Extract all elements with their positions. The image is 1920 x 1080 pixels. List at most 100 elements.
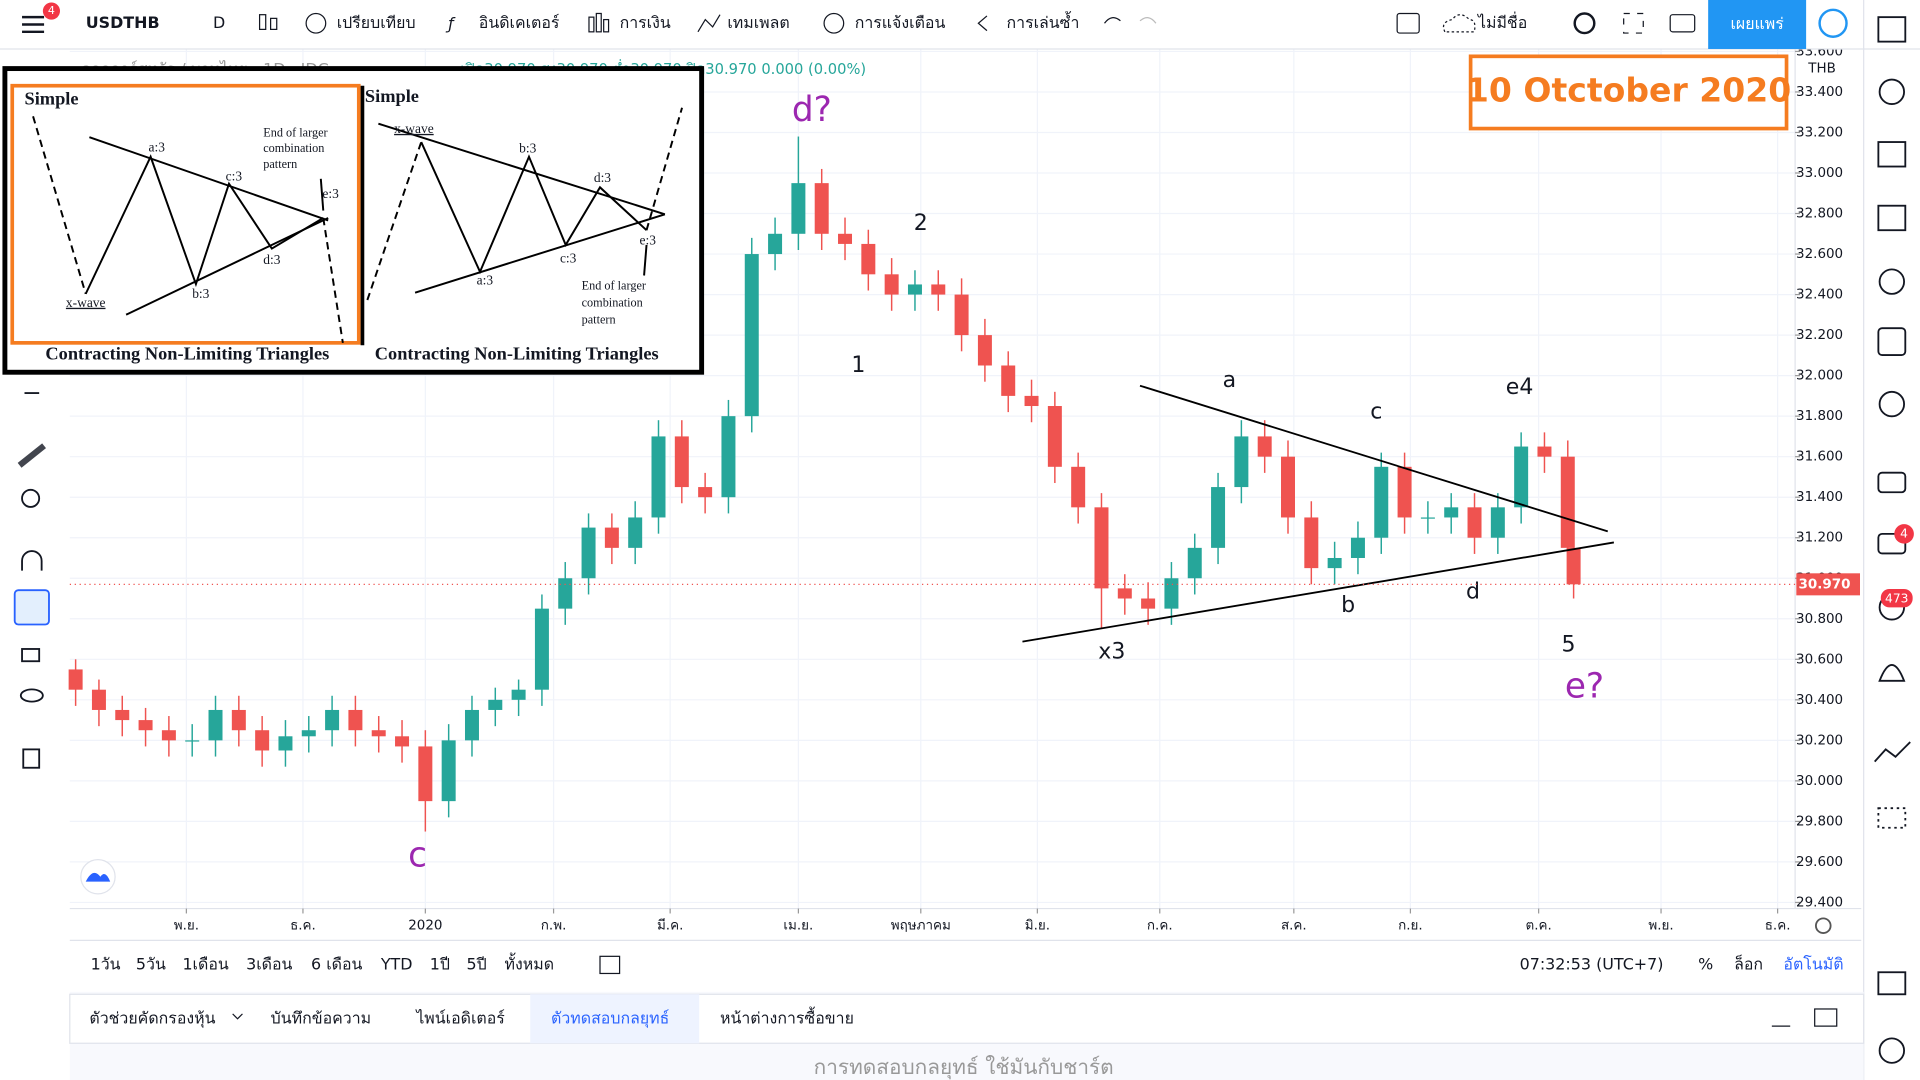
candle-body [651,436,666,518]
badge-count: 4 [48,4,55,17]
candle-body [371,730,386,737]
financials-icon[interactable] [588,12,610,33]
candle-body [534,608,549,690]
alerts[interactable] [1878,78,1905,106]
toolbar-button[interactable]: การแจ้งเตือน [855,13,946,32]
timeframe[interactable]: 6 เดือน [311,954,362,973]
toolbar-button[interactable]: การเงิน [620,13,671,32]
x-tick-label: ก.ค. [1147,919,1173,934]
draw-mode[interactable] [13,589,50,626]
tab[interactable]: ไพน์เอดิเตอร์ [414,1008,505,1027]
publish-button[interactable] [1708,0,1807,49]
timeframe[interactable]: 1ปี [430,954,450,973]
lock[interactable] [21,648,41,663]
object-tree[interactable] [1877,807,1907,829]
clock: 07:32:53 (UTC+7) [1520,954,1664,973]
chart-type-icon[interactable] [258,14,278,30]
notifications[interactable] [1878,664,1906,682]
inset-note: End of larger [582,278,646,292]
layout-icon[interactable] [1396,12,1420,34]
ideas[interactable] [1878,268,1905,295]
maximize[interactable] [1814,1008,1838,1027]
inset-label: b:3 [192,286,209,301]
chats[interactable] [1877,532,1907,555]
magnet[interactable] [21,550,43,571]
settings[interactable] [1573,12,1596,35]
candle-body [1024,395,1039,407]
candle-body [744,254,759,417]
chat[interactable] [1877,471,1907,494]
calendar[interactable] [1877,204,1907,232]
candle-body [1327,557,1342,569]
events[interactable] [1877,327,1907,357]
wave-label: x3 [1098,640,1125,665]
tab[interactable]: ตัวทดสอบกลยุทธ์ [551,1008,669,1028]
watchlist[interactable] [1877,16,1907,43]
dom[interactable] [1874,741,1911,763]
scale-option[interactable]: ล็อก [1734,953,1763,973]
candle-body [1187,547,1202,579]
cloud-icon[interactable] [1442,14,1476,33]
candle-body [674,436,689,488]
visibility[interactable] [19,688,44,703]
candle-body [1560,456,1575,548]
y-tick-label: 30.200 [1796,733,1843,748]
toolbar-button[interactable]: เปรียบเทียบ [337,13,416,32]
interval[interactable]: D [213,13,225,32]
scale-option[interactable]: อัตโนมัติ [1783,954,1843,973]
candle-body [138,720,153,731]
fullscreen[interactable] [1623,12,1644,34]
inset-note: pattern [582,313,616,327]
zoom[interactable] [21,488,41,508]
timeframe[interactable]: 1วัน [91,954,121,973]
scale-option[interactable]: % [1698,954,1713,973]
inset-highlight [10,83,361,345]
timeframe[interactable]: 5ปี [467,954,487,973]
news[interactable] [1877,141,1907,168]
compare-icon[interactable] [305,12,327,34]
timeframe[interactable]: 3เดือน [246,954,292,973]
hints[interactable] [1878,390,1905,418]
timeframe[interactable]: ทั้งหมด [504,952,554,973]
tab[interactable]: หน้าต่างการซื้อขาย [720,1006,854,1027]
wave-label: e? [1565,667,1604,707]
timeframe[interactable]: YTD [380,954,413,973]
settings-icon[interactable] [1815,917,1832,934]
badge [42,2,60,20]
menu-icon[interactable] [22,15,45,34]
toolbar-button[interactable]: อินดิเคเตอร์ [479,13,560,32]
toolbar-button[interactable]: การเล่นซ้ำ [1007,11,1080,32]
layout-name[interactable]: ไม่มีชื่อ [1476,11,1527,32]
y-tick-label: 32.000 [1796,369,1843,384]
undo[interactable] [1104,17,1121,24]
candle-body [558,578,573,609]
candle-body [115,709,130,721]
symbol[interactable]: USDTHB [86,13,160,32]
y-tick-label: 29.600 [1796,855,1843,870]
y-tick-label: 33.000 [1796,166,1843,181]
candle-body [255,730,270,751]
ruler[interactable] [17,443,46,468]
tab[interactable]: บันทึกข้อความ [271,1008,372,1027]
help[interactable] [1878,1037,1905,1064]
replay-button[interactable] [1818,8,1848,38]
candle-body [161,730,176,741]
template-icon[interactable] [697,14,721,33]
candle-body [208,709,223,741]
badge-count: 473 [1885,591,1908,605]
tab[interactable]: ตัวช่วยคัดกรองหุ้น [89,1008,215,1028]
layers[interactable] [1877,971,1907,996]
logo-mark [85,872,111,882]
alert-icon[interactable] [823,12,845,34]
toolbar-button[interactable]: เทมเพลต [727,13,789,32]
date-range-icon[interactable] [599,955,621,975]
dropdown[interactable] [232,1013,243,1020]
redo[interactable] [1139,17,1157,24]
timeframe[interactable]: 5วัน [136,954,166,973]
snapshot[interactable] [1669,14,1696,33]
trash[interactable] [22,748,41,769]
replay-icon[interactable] [977,15,988,32]
timeframe[interactable]: 1เดือน [182,954,228,973]
indicator-icon[interactable]: ƒ [445,14,456,33]
